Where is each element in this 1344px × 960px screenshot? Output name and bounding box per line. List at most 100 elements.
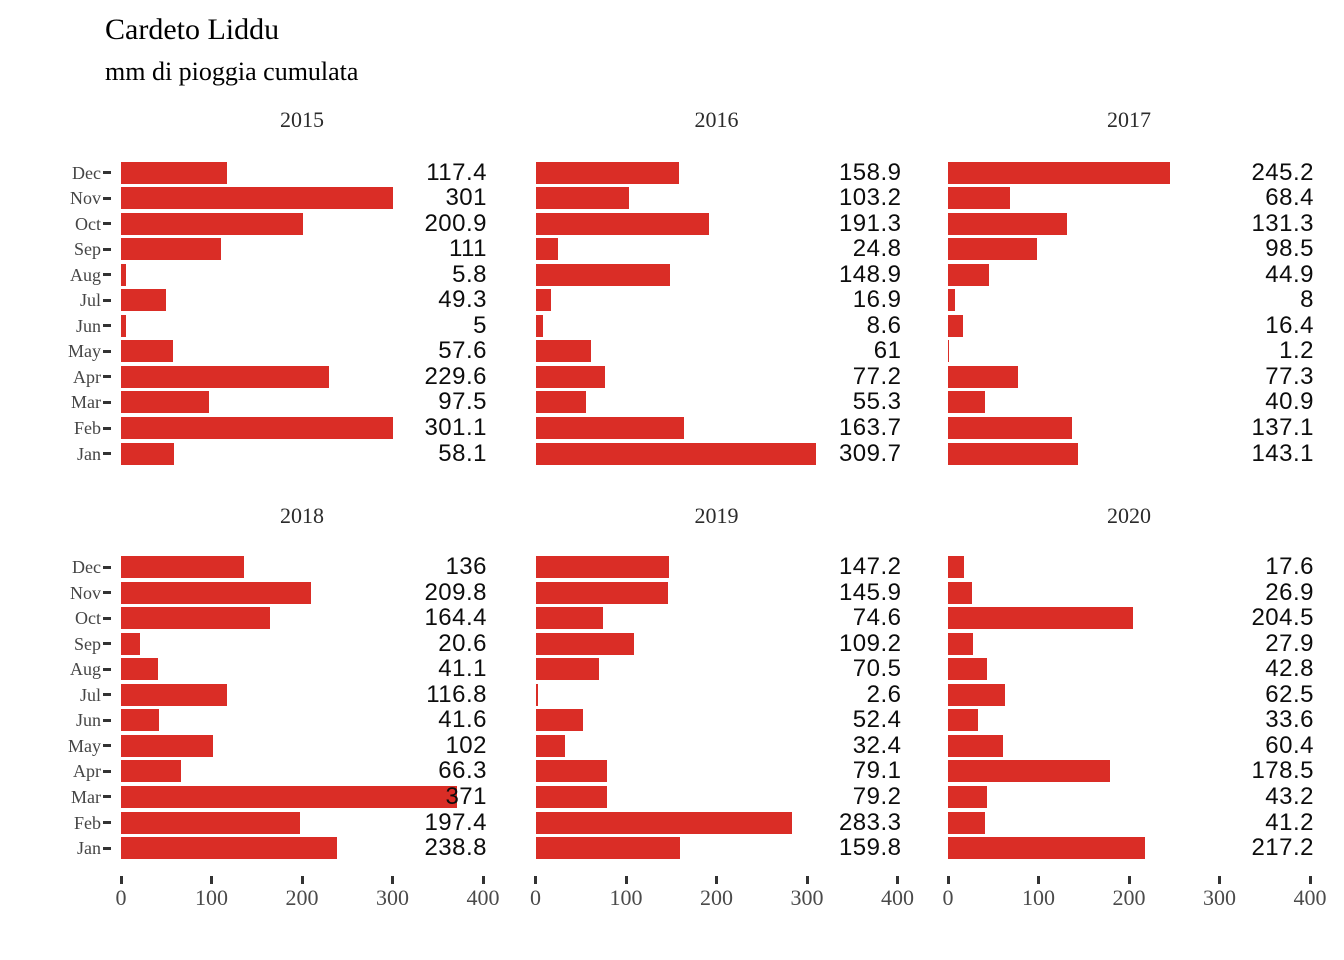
value-label-2016-Feb: 163.7	[838, 414, 902, 441]
xtick-label-2-100: 100	[1022, 885, 1055, 910]
value-label-2017-Mar: 40.9	[1265, 388, 1314, 416]
value-label-2020-Nov: 26.9	[1265, 578, 1314, 606]
value-label-2019-Nov: 145.9	[838, 578, 902, 606]
bar-2020-Dec	[948, 556, 964, 578]
xtick-0-0	[119, 876, 123, 884]
bar-2018-Aug	[121, 658, 159, 681]
value-label-2015-Apr: 229.6	[424, 362, 487, 390]
bar-2019-Aug	[535, 658, 600, 681]
month-label-Apr: Apr	[73, 761, 101, 782]
xtick-0-100	[210, 876, 213, 884]
chart-subtitle: mm di pioggia cumulata	[105, 57, 359, 86]
bar-2019-Oct	[535, 607, 603, 630]
xtick-2-300	[1218, 876, 1221, 884]
xtick-label-2-400: 400	[1293, 885, 1327, 910]
bar-2017-May	[948, 340, 950, 363]
xtick-label-0-400: 400	[466, 885, 500, 910]
value-label-2016-Mar: 55.3	[852, 388, 902, 416]
xtick-label-1-400: 400	[881, 885, 914, 910]
value-label-2017-Oct: 131.3	[1251, 209, 1314, 237]
bar-2019-Nov	[535, 581, 668, 604]
xtick-2-100	[1037, 876, 1040, 884]
xtick-1-100	[624, 876, 628, 884]
value-label-2020-Jan: 217.2	[1251, 834, 1314, 862]
month-label-Jun: Jun	[75, 710, 101, 731]
month-label-Dec: Dec	[72, 557, 101, 577]
ytick-Aug	[102, 667, 111, 671]
value-label-2015-Dec: 117.4	[426, 158, 487, 186]
ytick-Aug	[102, 273, 111, 277]
month-label-Mar: Mar	[71, 786, 101, 807]
value-label-2018-Feb: 197.4	[424, 808, 487, 836]
ytick-Jul	[102, 298, 111, 302]
month-label-Jul: Jul	[79, 290, 101, 311]
ytick-Sep	[102, 247, 111, 251]
bar-2018-Oct	[121, 607, 270, 630]
value-label-2015-Oct: 200.9	[424, 209, 487, 237]
month-label-Feb: Feb	[74, 418, 101, 438]
bar-2020-Feb	[948, 811, 986, 834]
value-label-2020-Jun: 33.6	[1265, 706, 1314, 734]
bar-2018-Mar	[121, 785, 457, 808]
value-label-2016-May: 61	[873, 337, 902, 365]
value-label-2020-Jul: 62.5	[1265, 680, 1314, 708]
value-label-2017-Jan: 143.1	[1251, 439, 1314, 467]
value-label-2019-Aug: 70.5	[852, 655, 902, 683]
value-label-2019-Feb: 283.3	[838, 808, 902, 836]
month-label-Oct: Oct	[75, 608, 101, 629]
value-label-2019-Mar: 79.2	[852, 782, 902, 810]
value-label-2016-Apr: 77.2	[852, 362, 902, 390]
bar-2015-Nov	[121, 187, 394, 210]
value-label-2019-Jan: 159.8	[838, 834, 902, 862]
value-label-2017-Aug: 44.9	[1265, 260, 1314, 288]
ytick-Oct	[102, 222, 111, 226]
bar-2020-Apr	[948, 760, 1110, 783]
value-label-2020-May: 60.4	[1265, 731, 1314, 759]
xtick-2-400	[1308, 876, 1312, 884]
ytick-Apr	[102, 375, 111, 379]
bar-2015-Apr	[121, 365, 329, 388]
bar-2017-Apr	[948, 365, 1018, 388]
ytick-Jan	[102, 846, 111, 850]
bar-2017-Feb	[948, 417, 1073, 439]
value-label-2015-Jun: 5	[473, 311, 487, 339]
value-label-2017-Jun: 16.4	[1265, 311, 1314, 339]
value-label-2018-Jun: 41.6	[438, 706, 487, 734]
xtick-1-400	[896, 876, 899, 884]
bar-2017-Nov	[948, 187, 1010, 210]
xtick-label-2-0: 0	[942, 885, 954, 910]
ytick-Dec	[102, 171, 111, 174]
xtick-2-0	[946, 876, 950, 884]
bar-2019-Mar	[535, 785, 608, 808]
ytick-Jul	[102, 693, 111, 697]
ytick-Nov	[102, 591, 111, 595]
month-label-May: May	[68, 735, 101, 756]
bar-2015-Dec	[121, 161, 228, 184]
bar-2015-May	[121, 340, 174, 363]
month-label-Aug: Aug	[70, 264, 101, 285]
xtick-0-300	[391, 876, 394, 884]
bar-2019-Sep	[535, 632, 635, 655]
bar-2015-Jul	[121, 289, 166, 312]
bar-2019-Feb	[535, 811, 792, 834]
panel-title-2015: 2015	[280, 107, 324, 132]
bar-2020-Jan	[948, 837, 1145, 860]
bar-2019-Jan	[535, 837, 681, 860]
xtick-label-1-100: 100	[609, 885, 643, 910]
month-label-Jan: Jan	[77, 838, 101, 859]
value-label-2020-Sep: 27.9	[1265, 629, 1314, 657]
bar-2015-Sep	[121, 238, 222, 261]
xtick-label-0-200: 200	[285, 885, 319, 910]
xtick-label-1-0: 0	[530, 885, 541, 910]
bar-2020-Sep	[948, 632, 974, 655]
ytick-Jun	[102, 718, 111, 722]
bar-2018-Jun	[121, 709, 159, 732]
value-label-2019-Dec: 147.2	[838, 553, 902, 580]
ytick-Oct	[102, 616, 111, 620]
bar-2017-Mar	[948, 391, 985, 414]
bar-2020-Aug	[948, 658, 987, 681]
ytick-Apr	[102, 769, 111, 773]
value-label-2017-May: 1.2	[1279, 337, 1314, 365]
month-label-Feb: Feb	[74, 812, 101, 833]
month-label-Aug: Aug	[70, 659, 101, 680]
